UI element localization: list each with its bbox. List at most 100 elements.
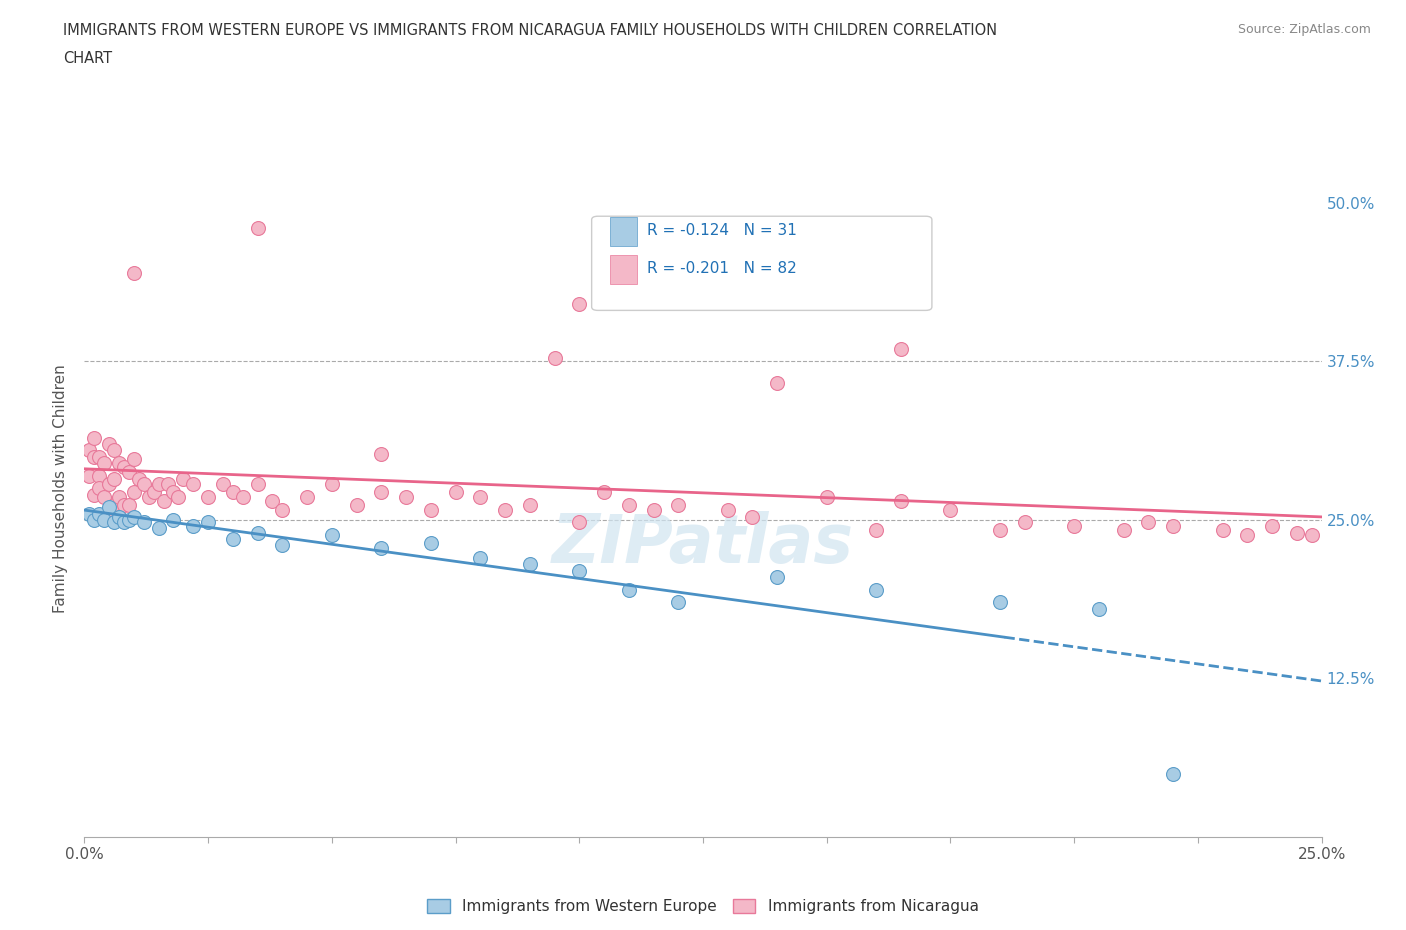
- FancyBboxPatch shape: [610, 255, 637, 284]
- Point: [1161, 766, 1184, 781]
- Point: [98, 436, 121, 451]
- Point: [543, 351, 565, 365]
- Point: [494, 502, 516, 517]
- Point: [83, 512, 105, 527]
- Point: [103, 472, 125, 486]
- Point: [79, 468, 101, 483]
- Point: [93, 512, 115, 527]
- Point: [98, 499, 121, 514]
- Point: [118, 464, 141, 479]
- Point: [890, 341, 912, 356]
- Point: [444, 485, 467, 499]
- Point: [162, 512, 184, 527]
- Point: [157, 477, 180, 492]
- Point: [1301, 527, 1323, 542]
- Point: [103, 498, 125, 512]
- Point: [593, 485, 616, 499]
- Point: [519, 498, 541, 512]
- Point: [103, 515, 125, 530]
- Point: [988, 595, 1011, 610]
- Point: [617, 582, 640, 597]
- Point: [148, 520, 170, 535]
- Point: [172, 472, 194, 486]
- Point: [93, 456, 115, 471]
- Point: [122, 265, 145, 280]
- Point: [79, 443, 101, 458]
- Point: [1137, 515, 1160, 530]
- FancyBboxPatch shape: [592, 217, 932, 311]
- Point: [83, 449, 105, 464]
- Point: [519, 557, 541, 572]
- Point: [246, 525, 269, 540]
- Point: [766, 569, 789, 584]
- Point: [246, 220, 269, 235]
- Point: [568, 564, 591, 578]
- Point: [212, 477, 235, 492]
- Point: [1088, 602, 1111, 617]
- Point: [865, 582, 887, 597]
- Point: [103, 443, 125, 458]
- Point: [815, 490, 838, 505]
- Point: [222, 532, 245, 547]
- Point: [470, 551, 492, 565]
- Point: [666, 595, 689, 610]
- Point: [118, 512, 141, 527]
- Point: [1261, 519, 1284, 534]
- Point: [108, 510, 131, 525]
- Point: [108, 456, 131, 471]
- Point: [197, 515, 219, 530]
- Text: R = -0.201   N = 82: R = -0.201 N = 82: [647, 261, 797, 276]
- Point: [262, 494, 284, 509]
- Text: Source: ZipAtlas.com: Source: ZipAtlas.com: [1237, 23, 1371, 36]
- Point: [89, 506, 111, 521]
- Point: [232, 490, 254, 505]
- Point: [1236, 527, 1258, 542]
- Point: [890, 494, 912, 509]
- Point: [148, 477, 170, 492]
- Point: [93, 490, 115, 505]
- Text: CHART: CHART: [63, 51, 112, 66]
- Point: [271, 502, 294, 517]
- Point: [246, 477, 269, 492]
- Point: [122, 452, 145, 467]
- Point: [1161, 519, 1184, 534]
- Point: [470, 490, 492, 505]
- Point: [643, 502, 665, 517]
- Point: [152, 494, 174, 509]
- Point: [197, 490, 219, 505]
- Point: [419, 502, 441, 517]
- Point: [666, 498, 689, 512]
- Point: [370, 446, 392, 461]
- Point: [89, 449, 111, 464]
- Point: [617, 498, 640, 512]
- Text: IMMIGRANTS FROM WESTERN EUROPE VS IMMIGRANTS FROM NICARAGUA FAMILY HOUSEHOLDS WI: IMMIGRANTS FROM WESTERN EUROPE VS IMMIGR…: [63, 23, 997, 38]
- Point: [271, 538, 294, 552]
- Point: [108, 490, 131, 505]
- Point: [89, 468, 111, 483]
- Point: [1285, 525, 1308, 540]
- Point: [128, 472, 150, 486]
- Point: [132, 477, 155, 492]
- Point: [1014, 515, 1036, 530]
- Point: [1112, 523, 1135, 538]
- Point: [741, 510, 763, 525]
- Point: [395, 490, 418, 505]
- Point: [222, 485, 245, 499]
- Point: [122, 485, 145, 499]
- Point: [118, 498, 141, 512]
- Point: [83, 430, 105, 445]
- Point: [717, 502, 740, 517]
- Point: [419, 536, 441, 551]
- Point: [370, 485, 392, 499]
- Text: R = -0.124   N = 31: R = -0.124 N = 31: [647, 223, 797, 238]
- Point: [1212, 523, 1234, 538]
- Point: [142, 485, 165, 499]
- Point: [112, 459, 135, 474]
- Point: [346, 498, 368, 512]
- Point: [370, 540, 392, 555]
- Point: [83, 487, 105, 502]
- Point: [1063, 519, 1085, 534]
- Point: [321, 527, 343, 542]
- Point: [162, 485, 184, 499]
- Text: ZIPatlas: ZIPatlas: [553, 512, 853, 577]
